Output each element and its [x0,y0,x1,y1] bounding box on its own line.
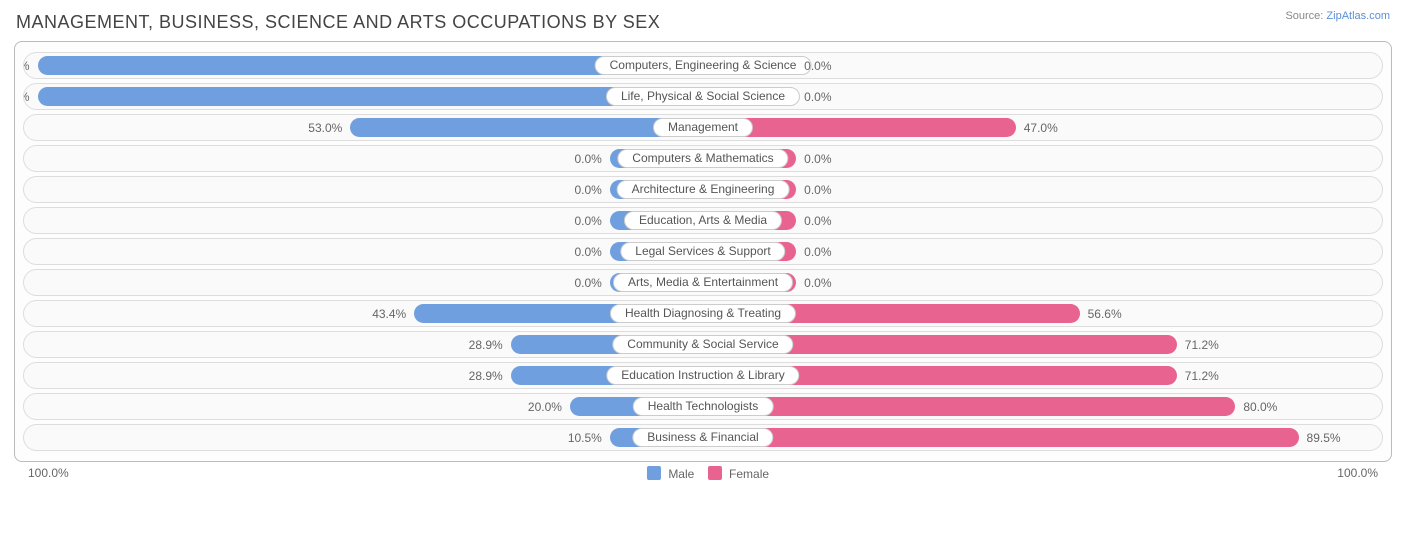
value-label-female: 71.2% [1185,332,1219,358]
value-label-male: 0.0% [574,270,601,296]
axis-left-label: 100.0% [28,466,69,480]
value-label-male: 43.4% [372,301,406,327]
source-attribution: Source: ZipAtlas.com [1285,10,1390,22]
value-label-male: 0.0% [574,177,601,203]
chart-row: Arts, Media & Entertainment 0.0% 0.0% [23,269,1383,296]
category-label: Community & Social Service [612,335,793,354]
category-label: Computers, Engineering & Science [595,56,812,75]
source-name: ZipAtlas.com [1326,10,1390,22]
chart-row: Legal Services & Support 0.0% 0.0% [23,238,1383,265]
chart-title: MANAGEMENT, BUSINESS, SCIENCE AND ARTS O… [16,12,1392,33]
bar-male [350,118,703,137]
chart-row: Community & Social Service 28.9% 71.2% [23,331,1383,358]
value-label-female: 0.0% [804,177,831,203]
value-label-male: 10.5% [568,425,602,451]
category-label: Management [653,118,753,137]
value-label-male: 28.9% [469,332,503,358]
value-label-female: 0.0% [804,270,831,296]
value-label-male: 0.0% [574,239,601,265]
category-label: Architecture & Engineering [617,180,790,199]
legend-label-male: Male [668,467,694,481]
bar-female [703,397,1235,416]
value-label-female: 71.2% [1185,363,1219,389]
category-label: Health Diagnosing & Treating [610,304,796,323]
category-label: Computers & Mathematics [617,149,788,168]
legend: Male Female [637,466,769,481]
value-label-female: 0.0% [804,239,831,265]
chart-row: Management 53.0% 47.0% [23,114,1383,141]
value-label-male: 0.0% [574,208,601,234]
category-label: Education, Arts & Media [624,211,782,230]
chart-row: Business & Financial 10.5% 89.5% [23,424,1383,451]
category-label: Life, Physical & Social Science [606,87,800,106]
chart-row: Education Instruction & Library 28.9% 71.2… [23,362,1383,389]
category-label: Business & Financial [632,428,773,447]
plot-area: Computers, Engineering & Science 100.0% 0.… [14,41,1392,462]
value-label-male: 0.0% [574,146,601,172]
axis-right-label: 100.0% [1337,466,1378,480]
value-label-female: 0.0% [804,53,831,79]
legend-swatch-female [708,466,722,480]
chart-row: Computers & Mathematics 0.0% 0.0% [23,145,1383,172]
value-label-male: 100.0% [23,84,30,110]
chart-container: MANAGEMENT, BUSINESS, SCIENCE AND ARTS O… [0,0,1406,559]
value-label-female: 0.0% [804,146,831,172]
value-label-female: 56.6% [1088,301,1122,327]
category-label: Health Technologists [633,397,774,416]
chart-row: Health Diagnosing & Treating 43.4% 56.6% [23,300,1383,327]
legend-label-female: Female [729,467,769,481]
chart-row: Health Technologists 20.0% 80.0% [23,393,1383,420]
legend-swatch-male [647,466,661,480]
bar-female [703,428,1299,447]
bar-male [38,87,703,106]
value-label-male: 28.9% [469,363,503,389]
category-label: Arts, Media & Entertainment [613,273,793,292]
chart-row: Life, Physical & Social Science 100.0% 0.0… [23,83,1383,110]
value-label-male: 100.0% [23,53,30,79]
category-label: Education Instruction & Library [606,366,799,385]
value-label-female: 0.0% [804,84,831,110]
value-label-female: 47.0% [1024,115,1058,141]
source-label: Source: [1285,10,1323,22]
axis-footer: 100.0% Male Female 100.0% [14,466,1392,484]
value-label-female: 89.5% [1307,425,1341,451]
value-label-female: 80.0% [1243,394,1277,420]
value-label-male: 53.0% [308,115,342,141]
chart-row: Education, Arts & Media 0.0% 0.0% [23,207,1383,234]
chart-row: Architecture & Engineering 0.0% 0.0% [23,176,1383,203]
category-label: Legal Services & Support [620,242,785,261]
chart-row: Computers, Engineering & Science 100.0% 0.… [23,52,1383,79]
value-label-female: 0.0% [804,208,831,234]
value-label-male: 20.0% [528,394,562,420]
